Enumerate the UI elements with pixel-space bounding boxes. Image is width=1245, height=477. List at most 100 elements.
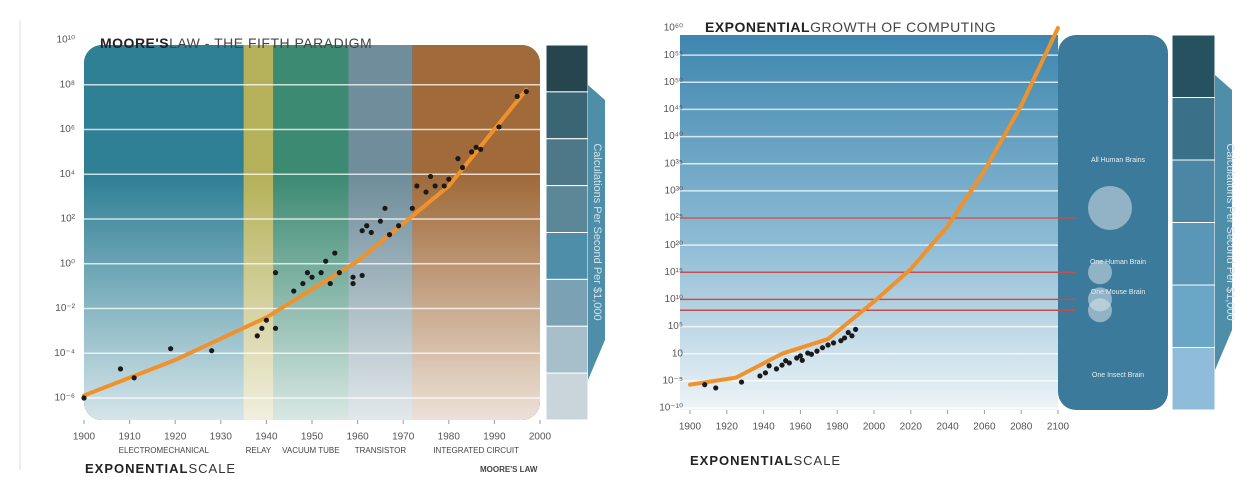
x-tick-label: 2000 — [529, 432, 552, 443]
data-point — [774, 366, 779, 371]
y-tick-label: 10⁻⁴ — [54, 348, 75, 359]
footer-rest: SCALE — [188, 461, 236, 476]
era-label: ELECTROMECHANICAL — [119, 446, 210, 455]
x-tick-label: 1960 — [346, 432, 369, 443]
data-point — [713, 385, 718, 390]
data-point — [414, 183, 419, 188]
data-point — [396, 223, 401, 228]
data-point — [360, 273, 365, 278]
x-tick-label: 2100 — [1047, 422, 1070, 433]
y-tick-label: 10⁻¹⁰ — [659, 403, 683, 414]
data-point — [382, 206, 387, 211]
footnote: MOORE'S LAW — [480, 465, 538, 474]
data-point — [300, 281, 305, 286]
y-tick-label: 10⁻⁶ — [54, 393, 75, 404]
title-rest: LAW - THE FIFTH PARADIGM — [169, 35, 372, 51]
scale-block — [1172, 35, 1215, 98]
data-point — [809, 352, 814, 357]
data-point — [428, 174, 433, 179]
y-tick-label: 10⁸ — [60, 79, 75, 90]
y-axis-label: Calculations Per Second Per $1,000 — [591, 143, 603, 320]
scale-block — [546, 45, 588, 92]
data-point — [350, 281, 355, 286]
title-rest: GROWTH OF COMPUTING — [810, 19, 996, 35]
x-tick-label: 1980 — [438, 432, 461, 443]
data-point — [81, 395, 86, 400]
data-point — [360, 228, 365, 233]
y-tick-label: 10²⁰ — [665, 240, 683, 251]
data-point — [410, 206, 415, 211]
data-point — [825, 342, 830, 347]
y-tick-label: 10⁶⁰ — [664, 23, 683, 34]
plot-area — [680, 28, 1058, 410]
scale-block — [546, 139, 588, 186]
data-point — [369, 230, 374, 235]
title-bold: MOORE'S — [100, 35, 169, 51]
data-point — [515, 94, 520, 99]
x-tick-label: 1900 — [73, 432, 96, 443]
era-label: VACUUM TUBE — [282, 446, 340, 455]
data-point — [474, 145, 479, 150]
x-tick-label: 1940 — [752, 422, 775, 433]
data-point — [332, 250, 337, 255]
x-tick-label: 1930 — [210, 432, 233, 443]
x-tick-label: 1900 — [679, 422, 702, 433]
footer: EXPONENTIALSCALE — [690, 453, 841, 468]
x-tick-label: 2000 — [863, 422, 886, 433]
data-point — [323, 259, 328, 264]
y-tick-label: 10³⁰ — [665, 185, 683, 196]
data-point — [478, 147, 483, 152]
threshold-label: One Insect Brain — [1092, 372, 1144, 379]
x-tick-label: 1940 — [255, 432, 278, 443]
data-point — [118, 366, 123, 371]
data-point — [442, 183, 447, 188]
y-tick-label: 10⁶ — [60, 124, 75, 135]
y-tick-label: 10⁴⁵ — [663, 104, 683, 115]
page: ELECTROMECHANICAL RELAY VACUUM TUBE TRANSIS… — [0, 0, 1245, 477]
data-point — [305, 270, 310, 275]
footer-bold: EXPONENTIAL — [85, 461, 188, 476]
data-point — [853, 327, 858, 332]
data-point — [259, 326, 264, 331]
y-tick-label: 10 — [672, 348, 684, 359]
fade — [84, 45, 540, 420]
data-point — [168, 346, 173, 351]
era-label: TRANSISTOR — [355, 446, 407, 455]
scale-block — [546, 373, 588, 420]
scale-block — [1172, 98, 1215, 161]
data-point — [273, 326, 278, 331]
x-tick-label: 1920 — [716, 422, 739, 433]
x-tick-label: 1990 — [483, 432, 506, 443]
data-point — [309, 275, 314, 280]
data-point — [264, 318, 269, 323]
data-point — [423, 189, 428, 194]
scale-block — [546, 186, 588, 233]
data-point — [209, 348, 214, 353]
y-tick-label: 10⁻⁵ — [662, 375, 683, 386]
y-tick-label: 10⁵⁰ — [664, 77, 683, 88]
x-tick-label: 1960 — [789, 422, 812, 433]
y-tick-label: 10⁰ — [60, 258, 75, 269]
scale-block — [546, 233, 588, 280]
data-point — [446, 177, 451, 182]
data-point — [319, 270, 324, 275]
data-point — [849, 333, 854, 338]
era-label: RELAY — [246, 446, 272, 455]
data-point — [702, 382, 707, 387]
data-point — [779, 362, 784, 367]
data-point — [387, 232, 392, 237]
data-point — [291, 288, 296, 293]
scale-block — [1172, 348, 1215, 411]
y-tick-label: 10² — [61, 214, 76, 225]
data-point — [350, 275, 355, 280]
x-tick-label: 1980 — [826, 422, 849, 433]
scale-block — [546, 92, 588, 139]
data-point — [800, 358, 805, 363]
y-tick-label: 10³⁵ — [664, 158, 683, 169]
data-point — [337, 270, 342, 275]
data-point — [496, 124, 501, 129]
x-tick-label: 1970 — [392, 432, 415, 443]
data-point — [433, 183, 438, 188]
scale-block — [546, 279, 588, 326]
data-point — [469, 149, 474, 154]
